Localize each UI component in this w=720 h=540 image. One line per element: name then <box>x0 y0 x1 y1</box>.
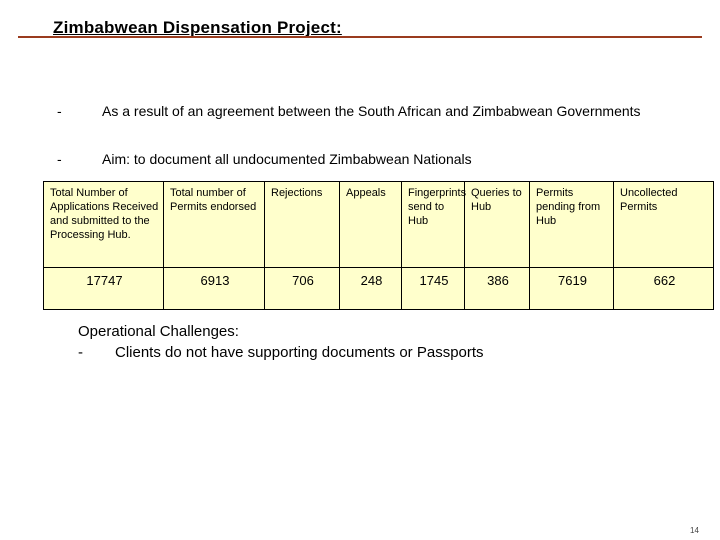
challenge-dash: - <box>78 344 83 361</box>
bullet-dash: - <box>57 151 62 167</box>
header-queries: Queries to Hub <box>464 181 530 268</box>
header-permits-pending: Permits pending from Hub <box>529 181 614 268</box>
value-fingerprints: 1745 <box>401 267 465 310</box>
header-rejections: Rejections <box>264 181 340 268</box>
bullet-agreement: As a result of an agreement between the … <box>102 103 641 119</box>
value-rejections: 706 <box>264 267 340 310</box>
challenges-heading: Operational Challenges: <box>78 323 239 340</box>
value-uncollected-permits: 662 <box>613 267 714 310</box>
title-divider <box>18 36 702 38</box>
challenge-text: Clients do not have supporting documents… <box>115 344 484 361</box>
page-number: 14 <box>690 526 699 535</box>
value-permits-endorsed: 6913 <box>163 267 265 310</box>
header-permits-endorsed: Total number of Permits endorsed <box>163 181 265 268</box>
slide-title: Zimbabwean Dispensation Project: <box>53 18 342 37</box>
value-permits-pending: 7619 <box>529 267 614 310</box>
header-appeals: Appeals <box>339 181 402 268</box>
value-appeals: 248 <box>339 267 402 310</box>
header-fingerprints: Fingerprints send to Hub <box>401 181 466 268</box>
value-queries: 386 <box>464 267 530 310</box>
bullet-dash: - <box>57 103 62 119</box>
bullet-aim: Aim: to document all undocumented Zimbab… <box>102 151 472 167</box>
challenge-item: - Clients do not have supporting document… <box>78 343 484 363</box>
statistics-table: Total Number of Applications Received an… <box>43 181 714 310</box>
header-total-applications: Total Number of Applications Received an… <box>43 181 164 268</box>
header-uncollected-permits: Uncollected Permits <box>613 181 714 268</box>
value-total-applications: 17747 <box>43 267 164 310</box>
